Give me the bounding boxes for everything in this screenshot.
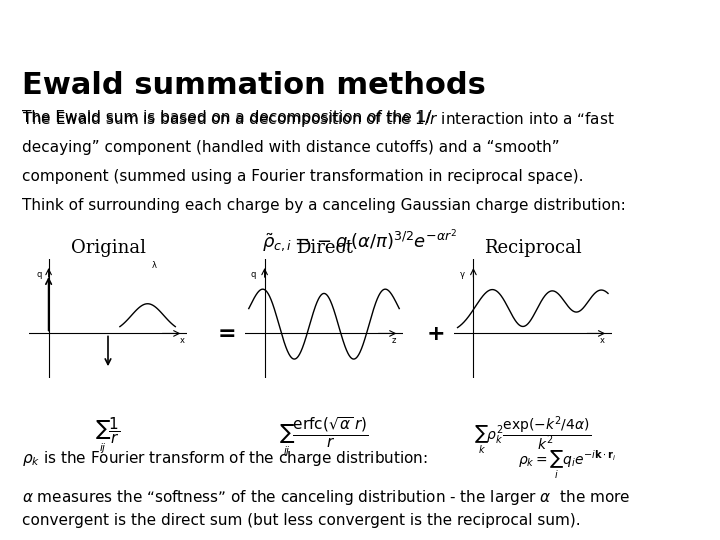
- Text: =: =: [217, 323, 236, 343]
- Text: $\sum_{k} \rho_k^2 \dfrac{\exp(-k^2/4\alpha)}{k^2}$: $\sum_{k} \rho_k^2 \dfrac{\exp(-k^2/4\al…: [474, 415, 591, 457]
- Text: Think of surrounding each charge by a canceling Gaussian charge distribution:: Think of surrounding each charge by a ca…: [22, 199, 626, 213]
- Text: Original: Original: [71, 239, 145, 258]
- Text: Reciprocal: Reciprocal: [484, 239, 582, 258]
- Text: ᵀ: ᵀ: [11, 10, 22, 34]
- Text: UNIVERSITY®: UNIVERSITY®: [40, 30, 102, 39]
- Text: $\rho_k$ is the Fourier transform of the charge distribution:: $\rho_k$ is the Fourier transform of the…: [22, 449, 428, 468]
- Text: $\tilde{\rho}_{c,i} = -q_i (\alpha/\pi)^{3/2} e^{-\alpha r^2}$: $\tilde{\rho}_{c,i} = -q_i (\alpha/\pi)^…: [262, 228, 458, 255]
- Text: z: z: [392, 336, 396, 346]
- Text: x: x: [600, 336, 605, 346]
- Text: The Ewald sum is based on a decomposition of the 1/: The Ewald sum is based on a decompositio…: [22, 110, 431, 125]
- Text: q: q: [251, 269, 256, 279]
- Text: The Ewald sum is based on a decomposition of the 1/$r$ interaction into a “fast: The Ewald sum is based on a decompositio…: [22, 110, 614, 129]
- Text: $\sum_{ij} \dfrac{1}{r}$: $\sum_{ij} \dfrac{1}{r}$: [95, 415, 121, 455]
- Text: +: +: [426, 323, 445, 343]
- Text: component (summed using a Fourier transformation in reciprocal space).: component (summed using a Fourier transf…: [22, 169, 583, 184]
- Text: decaying” component (handled with distance cutoffs) and a “smooth”: decaying” component (handled with distan…: [22, 139, 559, 154]
- Text: Ewald summation methods: Ewald summation methods: [22, 71, 485, 100]
- Text: convergent is the direct sum (but less convergent is the reciprocal sum).: convergent is the direct sum (but less c…: [22, 513, 580, 528]
- Text: Direct: Direct: [296, 239, 352, 258]
- Text: $\alpha$ measures the “softness” of the canceling distribution - the larger $\al: $\alpha$ measures the “softness” of the …: [22, 488, 630, 508]
- Text: γ: γ: [459, 269, 464, 279]
- Text: x: x: [179, 336, 184, 346]
- Text: TEMPLE: TEMPLE: [40, 4, 125, 23]
- Text: q: q: [37, 269, 42, 279]
- Text: $\rho_k = \sum_i q_i e^{-i\mathbf{k}\cdot\mathbf{r}_i}$: $\rho_k = \sum_i q_i e^{-i\mathbf{k}\cdo…: [518, 449, 617, 481]
- Text: $\sum_{ij} \dfrac{\mathrm{erfc}(\sqrt{\alpha}\,r)}{r}$: $\sum_{ij} \dfrac{\mathrm{erfc}(\sqrt{\a…: [279, 415, 369, 458]
- Text: λ: λ: [152, 261, 156, 269]
